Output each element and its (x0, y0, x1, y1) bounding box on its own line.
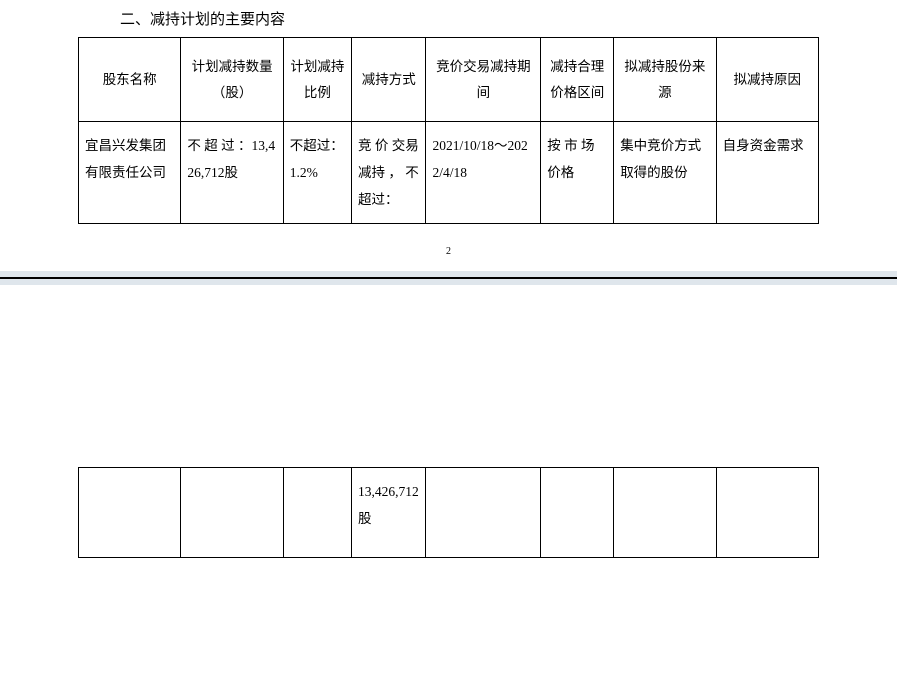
cell-method: 竞 价 交易 减持 ， 不超过： (352, 122, 426, 224)
cell-reason: 自身资金需求 (716, 122, 818, 224)
reduction-plan-table: 股东名称 计划减持数量（股） 计划减持比例 减持方式 竞价交易减持期间 减持合理… (78, 37, 819, 224)
cell-shareholder: 宜昌兴发集团有限责任公司 (79, 122, 181, 224)
cell-c1 (79, 468, 181, 558)
page-1: 二、减持计划的主要内容 股东名称 计划减持数量（股） 计划减持比例 减持方式 竞… (0, 0, 897, 257)
col-shareholder: 股东名称 (79, 38, 181, 122)
table-header-row: 股东名称 计划减持数量（股） 计划减持比例 减持方式 竞价交易减持期间 减持合理… (79, 38, 819, 122)
cell-c4: 13,426,712 股 (352, 468, 426, 558)
col-source: 拟减持股份来源 (614, 38, 716, 122)
cell-c2 (181, 468, 283, 558)
col-price-range: 减持合理价格区间 (541, 38, 614, 122)
continuation-table: 13,426,712 股 (78, 467, 819, 558)
page-2: 13,426,712 股 (0, 285, 897, 558)
col-method: 减持方式 (352, 38, 426, 122)
separator-line (0, 277, 897, 279)
section-title: 二、减持计划的主要内容 (120, 8, 819, 29)
cell-price: 按 市 场价格 (541, 122, 614, 224)
cell-c5 (426, 468, 541, 558)
col-plan-ratio: 计划减持比例 (283, 38, 351, 122)
table-row: 宜昌兴发集团有限责任公司 不 超 过 ：13,426,712股 不超过：1.2%… (79, 122, 819, 224)
page-separator (0, 271, 897, 285)
cell-period: 2021/10/18～2022/4/18 (426, 122, 541, 224)
cell-source: 集中竞价方式取得的股份 (614, 122, 716, 224)
col-period: 竞价交易减持期间 (426, 38, 541, 122)
col-reason: 拟减持原因 (716, 38, 818, 122)
cell-c3 (283, 468, 351, 558)
cell-c7 (614, 468, 716, 558)
cell-ratio: 不超过：1.2% (283, 122, 351, 224)
cell-c8 (716, 468, 818, 558)
cell-c6 (541, 468, 614, 558)
page-number: 2 (78, 246, 819, 257)
cell-quantity: 不 超 过 ：13,426,712股 (181, 122, 283, 224)
col-plan-quantity: 计划减持数量（股） (181, 38, 283, 122)
table-row: 13,426,712 股 (79, 468, 819, 558)
